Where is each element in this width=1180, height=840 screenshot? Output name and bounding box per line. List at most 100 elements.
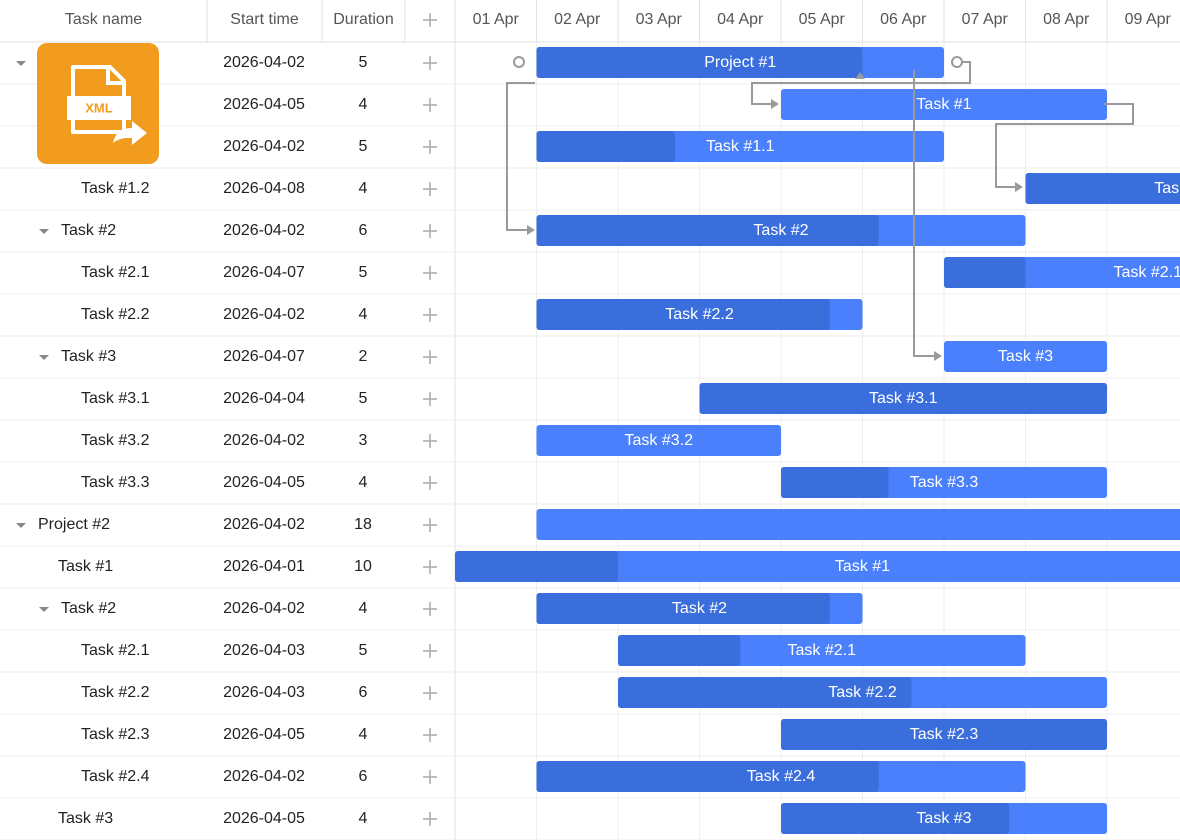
- bar-label: Task #2: [753, 222, 808, 239]
- task-name: Task #2.2: [81, 306, 150, 323]
- task-bar[interactable]: [536, 509, 1180, 540]
- task-name: Task #3: [61, 348, 116, 365]
- add-button[interactable]: [423, 518, 437, 532]
- link-handle[interactable]: [951, 56, 963, 68]
- task-name: Task #2.1: [81, 642, 150, 659]
- add-button[interactable]: [423, 224, 437, 238]
- start-time: 2026-04-02: [223, 138, 305, 155]
- add-button[interactable]: [423, 560, 437, 574]
- add-button[interactable]: [423, 140, 437, 154]
- progress-handle[interactable]: [855, 72, 865, 79]
- duration: 2: [359, 348, 368, 365]
- progress-bar: [536, 761, 879, 792]
- add-button[interactable]: [423, 13, 437, 27]
- expand-toggle[interactable]: [16, 523, 26, 528]
- duration: 6: [359, 684, 368, 701]
- add-button[interactable]: [423, 728, 437, 742]
- progress-bar: [536, 299, 830, 330]
- duration: 4: [359, 96, 368, 113]
- task-name: Task #2.4: [81, 768, 150, 785]
- duration: 6: [359, 768, 368, 785]
- add-button[interactable]: [423, 98, 437, 112]
- date-header: 01 Apr: [473, 11, 520, 28]
- expand-toggle[interactable]: [16, 61, 26, 66]
- column-header: Task name: [65, 11, 142, 28]
- task-name: Task #3.3: [81, 474, 150, 491]
- add-button[interactable]: [423, 182, 437, 196]
- bar-label: Task #1: [835, 558, 890, 575]
- bar-label: Task #1.2: [1154, 180, 1180, 197]
- timeline-bars: Project #1 Task #1 Task #1.1 Task #1.2 Task …: [455, 47, 1180, 834]
- task-name: Task #1: [58, 558, 113, 575]
- add-button[interactable]: [423, 686, 437, 700]
- task-bar[interactable]: [781, 89, 1107, 120]
- add-button[interactable]: [423, 434, 437, 448]
- duration: 5: [359, 390, 368, 407]
- start-time: 2026-04-05: [223, 474, 305, 491]
- xml-export-icon[interactable]: XML: [37, 43, 159, 164]
- bar-label: Task #1: [916, 96, 971, 113]
- add-button[interactable]: [423, 56, 437, 70]
- bar-label: Task #2.1: [1114, 264, 1180, 281]
- start-time: 2026-04-02: [223, 432, 305, 449]
- task-bar[interactable]: [455, 551, 1180, 582]
- duration: 5: [359, 138, 368, 155]
- arrow: [934, 351, 942, 361]
- duration: 5: [359, 54, 368, 71]
- progress-bar: [536, 47, 863, 78]
- task-name: Task #3.2: [81, 432, 150, 449]
- expand-toggle[interactable]: [39, 355, 49, 360]
- bar-label: Task #2.1: [788, 642, 857, 659]
- progress-bar: [536, 593, 830, 624]
- link-handle[interactable]: [513, 56, 525, 68]
- link: [995, 103, 1134, 188]
- start-time: 2026-04-02: [223, 600, 305, 617]
- add-button[interactable]: [423, 476, 437, 490]
- start-time: 2026-04-02: [223, 516, 305, 533]
- task-bar[interactable]: [944, 341, 1107, 372]
- link: [506, 82, 535, 231]
- expand-toggle[interactable]: [39, 229, 49, 234]
- duration: 18: [354, 516, 372, 533]
- progress-bar: [618, 677, 912, 708]
- add-button[interactable]: [423, 266, 437, 280]
- start-time: 2026-04-02: [223, 306, 305, 323]
- progress-bar: [699, 383, 1107, 414]
- bar-label: Task #3: [916, 810, 971, 827]
- duration: 5: [359, 264, 368, 281]
- links: [506, 56, 1134, 361]
- task-name: Task #2.3: [81, 726, 150, 743]
- add-button[interactable]: [423, 602, 437, 616]
- add-button[interactable]: [423, 350, 437, 364]
- add-button[interactable]: [423, 644, 437, 658]
- icon-arrow: [113, 121, 147, 145]
- add-button[interactable]: [423, 392, 437, 406]
- progress-bar: [1025, 173, 1180, 204]
- date-header: 08 Apr: [1043, 11, 1090, 28]
- task-name: Task #3: [58, 810, 113, 827]
- arrow: [771, 99, 779, 109]
- icon-fold: [106, 67, 124, 85]
- task-name: Task #2.2: [81, 684, 150, 701]
- add-button[interactable]: [423, 812, 437, 826]
- date-header: 03 Apr: [636, 11, 683, 28]
- duration: 4: [359, 306, 368, 323]
- task-bar[interactable]: [536, 425, 782, 456]
- duration: 4: [359, 726, 368, 743]
- add-button[interactable]: [423, 308, 437, 322]
- task-name: Task #2: [61, 222, 116, 239]
- progress-bar: [781, 467, 889, 498]
- add-button[interactable]: [423, 770, 437, 784]
- expand-toggle[interactable]: [39, 607, 49, 612]
- start-time: 2026-04-02: [223, 222, 305, 239]
- bar-label: Task #2.2: [828, 684, 897, 701]
- date-header: 09 Apr: [1125, 11, 1172, 28]
- task-name: Task #1.2: [81, 180, 150, 197]
- duration: 5: [359, 642, 368, 659]
- link: [751, 61, 971, 105]
- date-header: 04 Apr: [717, 11, 764, 28]
- start-time: 2026-04-05: [223, 726, 305, 743]
- start-time: 2026-04-01: [223, 558, 305, 575]
- progress-bar: [536, 215, 879, 246]
